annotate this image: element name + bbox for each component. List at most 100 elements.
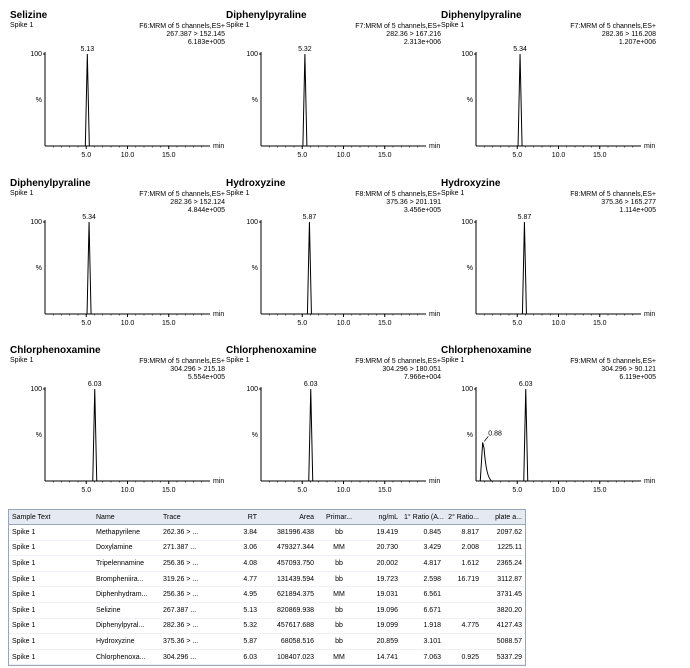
x-axis-label: min: [213, 478, 224, 485]
table-cell: Spike 1: [9, 649, 93, 666]
table-cell: 5.13: [224, 602, 260, 619]
y-tick-label: 100: [30, 219, 42, 226]
y-tick-label: 100: [461, 51, 473, 58]
y-axis-label: %: [252, 265, 258, 272]
channel-info: F7:MRM of 5 channels,ES+ 282.36 > 152.124…: [139, 191, 225, 215]
transition-label: 304.296 > 90.121: [601, 366, 656, 373]
chromatogram-panel: Chlorphenoxamine Spike 1 F9:MRM of 5 chann…: [10, 345, 225, 505]
peak-trace: [523, 388, 529, 482]
table-cell: Spike 1: [9, 618, 93, 635]
x-tick-label: 10.0: [552, 152, 566, 159]
table-cell: Spike 1: [9, 540, 93, 557]
chromatogram-svg: 100% 5.0 10.0 15.0 min 6.03 0.88: [461, 381, 655, 494]
table-cell: 5.87: [224, 633, 260, 650]
table-cell: 4.775: [444, 618, 482, 635]
intensity-label: 2.313e+006: [403, 39, 441, 46]
table-cell: bb: [317, 633, 361, 650]
chromatogram-svg: 100% 5.0 10.0 15.0 min 5.13: [30, 46, 224, 159]
x-tick-label: 5.0: [297, 487, 307, 494]
y-tick-label: 100: [246, 51, 258, 58]
peak-trace: [479, 442, 492, 482]
column-header[interactable]: 1° Ratio (A...: [401, 510, 444, 525]
table-cell: 6.671: [401, 602, 444, 619]
table-cell: 4.95: [224, 586, 260, 603]
table-row[interactable]: Spike 1 Brompheniira... 319.26 > ... 4.77 13…: [9, 571, 525, 588]
x-axis-label: min: [644, 143, 655, 150]
column-header[interactable]: 2° Ratio...: [444, 510, 482, 525]
table-cell: bb: [317, 524, 361, 541]
column-header[interactable]: Trace: [160, 510, 224, 525]
y-axis-label: %: [467, 97, 473, 104]
compound-title: Diphenylpyraline: [441, 10, 522, 21]
column-header[interactable]: Name: [93, 510, 160, 525]
table-cell: 304.296 ...: [160, 649, 224, 666]
compound-title: Hydroxyzine: [226, 178, 286, 189]
x-axis-label: min: [644, 311, 655, 318]
table-row[interactable]: Spike 1 Selizine 267.387 ... 5.13 820869.938…: [9, 602, 525, 619]
table-cell: MM: [317, 586, 361, 603]
y-axis-label: %: [36, 97, 42, 104]
y-tick-label: 100: [246, 219, 258, 226]
table-row[interactable]: Spike 1 Doxylamine 271.387 ... 3.06 479327.3…: [9, 540, 525, 557]
x-tick-label: 5.0: [297, 152, 307, 159]
y-tick-label: 100: [461, 386, 473, 393]
table-cell: 375.36 > ...: [160, 633, 224, 650]
transition-label: 304.296 > 180.051: [382, 366, 441, 373]
channel-info: F7:MRM of 5 channels,ES+ 282.36 > 167.216…: [355, 23, 441, 47]
x-tick-label: 15.0: [162, 320, 176, 327]
intensity-label: 4.844e+005: [187, 207, 225, 214]
table-cell: Diphenylpyral...: [93, 618, 160, 635]
table-row[interactable]: Spike 1 Tripelennamine 256.36 > ... 4.08 457…: [9, 555, 525, 572]
column-header[interactable]: RT: [224, 510, 260, 525]
table-cell: 20.730: [361, 540, 401, 557]
table-cell: 4.77: [224, 571, 260, 588]
table-row[interactable]: Spike 1 Hydroxyzine 375.36 > ... 5.87 68058.…: [9, 633, 525, 650]
table-row[interactable]: Spike 1 Diphenylpyral... 282.36 > ... 5.32 4…: [9, 618, 525, 635]
table-row[interactable]: Spike 1 Methapyrilene 262.36 > ... 3.84 3819…: [9, 524, 525, 541]
x-tick-label: 15.0: [378, 320, 392, 327]
chromatogram-panel: Diphenylpyraline Spike 1 F7:MRM of 5 chann…: [226, 10, 441, 170]
channel-label: F9:MRM of 5 channels,ES+: [355, 358, 441, 365]
table-header-row: Sample Text Name Trace RT Area Primar... ng/mL…: [9, 510, 525, 525]
intensity-label: 5.554e+005: [187, 374, 225, 381]
table-cell: 5088.57: [482, 633, 525, 650]
x-tick-label: 5.0: [81, 152, 91, 159]
channel-info: F6:MRM of 5 channels,ES+ 267.387 > 152.14…: [139, 23, 225, 47]
table-cell: Methapyrilene: [93, 524, 160, 541]
table-cell: 1.918: [401, 618, 444, 635]
x-tick-label: 15.0: [593, 487, 607, 494]
table-cell: 19.031: [361, 586, 401, 603]
table-cell: 2.598: [401, 571, 444, 588]
table-row[interactable]: Spike 1 Chlorphenoxa... 304.296 ... 6.03 108…: [9, 649, 525, 666]
column-header[interactable]: Sample Text: [9, 510, 93, 525]
peak-leader-line: [483, 436, 489, 442]
peak-rt-label: 5.34: [82, 214, 96, 221]
x-tick-label: 5.0: [512, 487, 522, 494]
table-cell: 820869.938: [260, 602, 317, 619]
compound-title: Chlorphenoxamine: [226, 345, 317, 356]
sample-label: Spike 1: [10, 190, 34, 197]
transition-label: 375.36 > 165.277: [601, 199, 656, 206]
table-cell: Spike 1: [9, 602, 93, 619]
chromatogram-panel: Selizine Spike 1 F6:MRM of 5 channels,ES+ 2…: [10, 10, 225, 170]
table-cell: 16.719: [444, 571, 482, 588]
column-header[interactable]: Area: [260, 510, 317, 525]
sample-label: Spike 1: [441, 22, 465, 29]
column-header[interactable]: ng/mL: [361, 510, 401, 525]
column-header[interactable]: plate a...: [482, 510, 525, 525]
y-axis-label: %: [252, 97, 258, 104]
intensity-label: 7.966e+004: [403, 374, 441, 381]
table-cell: Hydroxyzine: [93, 633, 160, 650]
column-header[interactable]: Primar...: [317, 510, 361, 525]
peak-trace: [86, 221, 92, 315]
peak-rt-label: 5.87: [518, 214, 532, 221]
compound-title: Hydroxyzine: [441, 178, 501, 189]
x-tick-label: 15.0: [593, 320, 607, 327]
x-tick-label: 5.0: [512, 152, 522, 159]
table-row[interactable]: Spike 1 Diphenhydram... 256.36 > ... 4.95 62…: [9, 586, 525, 603]
x-tick-label: 10.0: [552, 487, 566, 494]
peak-rt-label: 6.03: [88, 381, 102, 388]
table-cell: Tripelennamine: [93, 555, 160, 572]
x-tick-label: 10.0: [121, 487, 135, 494]
transition-label: 267.387 > 152.145: [166, 31, 225, 38]
